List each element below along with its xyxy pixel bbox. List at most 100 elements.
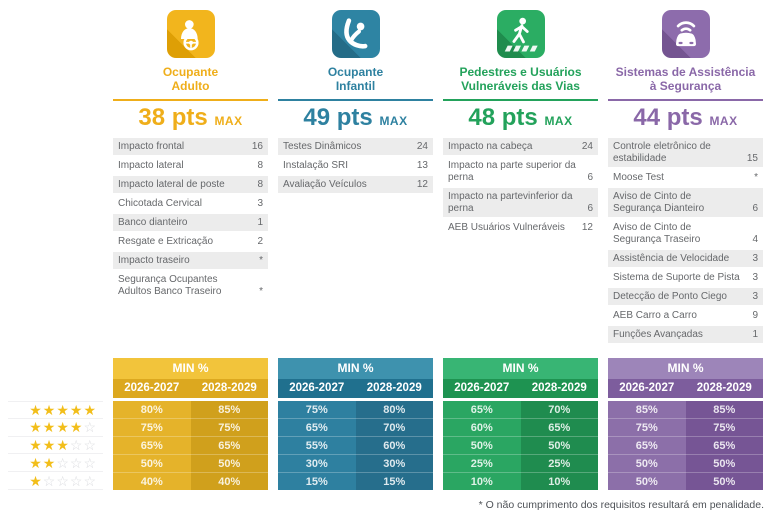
filled-star-icon: ★ <box>29 472 43 489</box>
min-percent-body: 65% 60% 50% 25% 10% 70% 65% 50% 25% 10% <box>443 401 598 490</box>
empty-star-icon: ☆ <box>83 454 97 471</box>
criteria-points: 2 <box>257 235 263 247</box>
empty-star-icon: ☆ <box>83 419 97 436</box>
points-unit-label: pts <box>660 104 710 131</box>
min-percent-cell: 65% <box>608 437 686 455</box>
criteria-points: * <box>259 285 263 297</box>
category-divider-rule <box>278 99 433 101</box>
min-percent-table-sistemas-assistencia-seguranca: MIN % 2026-2027 2028-2029 85% 75% 65% 50% 50% 85… <box>608 358 763 490</box>
filled-star-icon: ★ <box>29 401 43 418</box>
min-percent-column-2026-2027: 75% 65% 55% 30% 15% <box>278 401 356 490</box>
filled-star-icon: ★ <box>83 401 97 418</box>
points-unit-label: pts <box>165 104 215 131</box>
category-divider-rule <box>113 99 268 101</box>
criteria-points: 9 <box>752 309 758 321</box>
criteria-label: Testes Dinâmicos <box>283 140 362 152</box>
criteria-label: Impacto lateral <box>118 159 184 171</box>
criteria-row: Instalação SRI 13 <box>278 157 433 174</box>
year-range-label: 2028-2029 <box>201 382 257 394</box>
min-percent-cell: 75% <box>113 419 191 437</box>
min-percent-header: MIN % <box>608 358 763 379</box>
criteria-row: AEB Usuários Vulneráveis 12 <box>443 219 598 236</box>
criteria-label: Impacto traseiro <box>118 254 190 266</box>
criteria-label: Moose Test <box>613 171 664 183</box>
star-rating-legend: ★ ★ ★ ★ ★ ★ ★ ★ ★ ☆ ★ ★ ★ ☆ ☆ ★ ★ ☆ ☆ ☆ ★ ☆ ☆ ☆ ☆ <box>8 358 103 490</box>
criteria-points: 16 <box>251 140 263 152</box>
min-percent-column-2026-2027: 85% 75% 65% 50% 50% <box>608 401 686 490</box>
empty-star-icon: ☆ <box>56 454 70 471</box>
min-percent-cell: 85% <box>608 401 686 419</box>
min-percent-body: 80% 75% 65% 50% 40% 85% 75% 65% 50% 40% <box>113 401 268 490</box>
criteria-points: 3 <box>752 271 758 283</box>
points-value: 49 <box>303 104 331 131</box>
min-percent-cell: 65% <box>190 437 268 455</box>
points-unit-label: pts <box>495 104 545 131</box>
points-value: 44 <box>633 104 661 131</box>
criteria-row: Assistência de Velocidade 3 <box>608 250 763 267</box>
criteria-points: 13 <box>416 159 428 171</box>
year-range-label: 2028-2029 <box>366 382 422 394</box>
min-percent-cell: 65% <box>278 419 356 437</box>
criteria-points: 3 <box>752 290 758 302</box>
category-title-line: Sistemas de Assistência <box>615 65 756 79</box>
min-percent-cell: 65% <box>113 437 191 455</box>
filled-star-icon: ★ <box>56 419 70 436</box>
criteria-label: Instalação SRI <box>283 159 349 171</box>
child-seat-icon <box>331 10 380 58</box>
criteria-points: 3 <box>257 197 263 209</box>
min-percent-header: MIN % <box>443 358 598 379</box>
category-divider-rule <box>608 99 763 101</box>
min-percent-column-2028-2029: 70% 65% 50% 25% 10% <box>520 401 598 490</box>
criteria-label: AEB Carro a Carro <box>613 309 697 321</box>
category-title-line: Ocupante <box>162 65 219 79</box>
criteria-row: Moose Test * <box>608 169 763 186</box>
criteria-points: * <box>259 254 263 266</box>
criteria-row: Aviso de Cinto de Segurança Dianteiro 6 <box>608 188 763 217</box>
star-row-2-stars: ★ ★ ☆ ☆ ☆ <box>8 454 103 473</box>
min-percent-header: MIN % <box>113 358 268 379</box>
criteria-points: 6 <box>587 171 593 183</box>
min-percent-cell: 30% <box>278 455 356 473</box>
criteria-row: Avaliação Veículos 12 <box>278 176 433 193</box>
criteria-points: 12 <box>416 178 428 190</box>
criteria-row: Sistema de Suporte de Pista 3 <box>608 269 763 286</box>
category-title-line: à Segurança <box>649 79 722 93</box>
empty-star-icon: ☆ <box>56 472 70 489</box>
min-percent-body: 75% 65% 55% 30% 15% 80% 70% 60% 30% 15% <box>278 401 433 490</box>
category-max-points: 38 pts MAX <box>138 104 242 132</box>
min-percent-cell: 50% <box>713 475 736 488</box>
min-percent-cell: 50% <box>635 475 658 488</box>
criteria-row: Aviso de Cinto de Segurança Traseiro 4 <box>608 219 763 248</box>
filled-star-icon: ★ <box>56 401 70 418</box>
min-percent-cell: 50% <box>113 455 191 473</box>
criteria-label: Avaliação Veículos <box>283 178 367 190</box>
min-percent-cell: 65% <box>443 401 521 419</box>
filled-star-icon: ★ <box>29 419 43 436</box>
criteria-row: Impacto na cabeça 24 <box>443 138 598 155</box>
min-percent-cell: 40% <box>140 475 163 488</box>
criteria-label: AEB Usuários Vulneráveis <box>448 221 565 233</box>
category-title: Ocupante Adulto <box>163 65 218 93</box>
category-criteria-list: Testes Dinâmicos 24 Instalação SRI 13 Avalia… <box>278 138 433 195</box>
category-title: Sistemas de Assistência à Segurança <box>616 65 756 93</box>
empty-star-icon: ☆ <box>69 472 84 489</box>
category-max-points: 48 pts MAX <box>468 104 572 132</box>
filled-star-icon: ★ <box>69 419 84 436</box>
criteria-points: 8 <box>257 159 263 171</box>
criteria-points: 4 <box>752 233 758 245</box>
min-percent-cell: 40% <box>218 475 241 488</box>
min-percent-cell: 25% <box>443 455 521 473</box>
min-percent-cell: 75% <box>278 401 356 419</box>
min-percent-cell: 50% <box>520 437 598 455</box>
criteria-label: Impacto lateral de poste <box>118 178 225 190</box>
min-percent-cell: 50% <box>608 455 686 473</box>
criteria-points: * <box>754 171 758 183</box>
criteria-points: 15 <box>746 152 758 164</box>
min-percent-table-ocupante-infantil: MIN % 2026-2027 2028-2029 75% 65% 55% 30% 15% 80… <box>278 358 433 490</box>
criteria-row: Impacto lateral de poste 8 <box>113 176 268 193</box>
categories-header-row: Ocupante Adulto 38 pts MAX Impacto frontal 1… <box>113 10 763 358</box>
category-column-ocupante-infantil: Ocupante Infantil 49 pts MAX Testes Dinâmic… <box>278 10 433 358</box>
year-range-label: 2026-2027 <box>454 382 510 394</box>
criteria-row: AEB Carro a Carro 9 <box>608 307 763 324</box>
year-range-header: 2026-2027 2028-2029 <box>608 379 763 401</box>
